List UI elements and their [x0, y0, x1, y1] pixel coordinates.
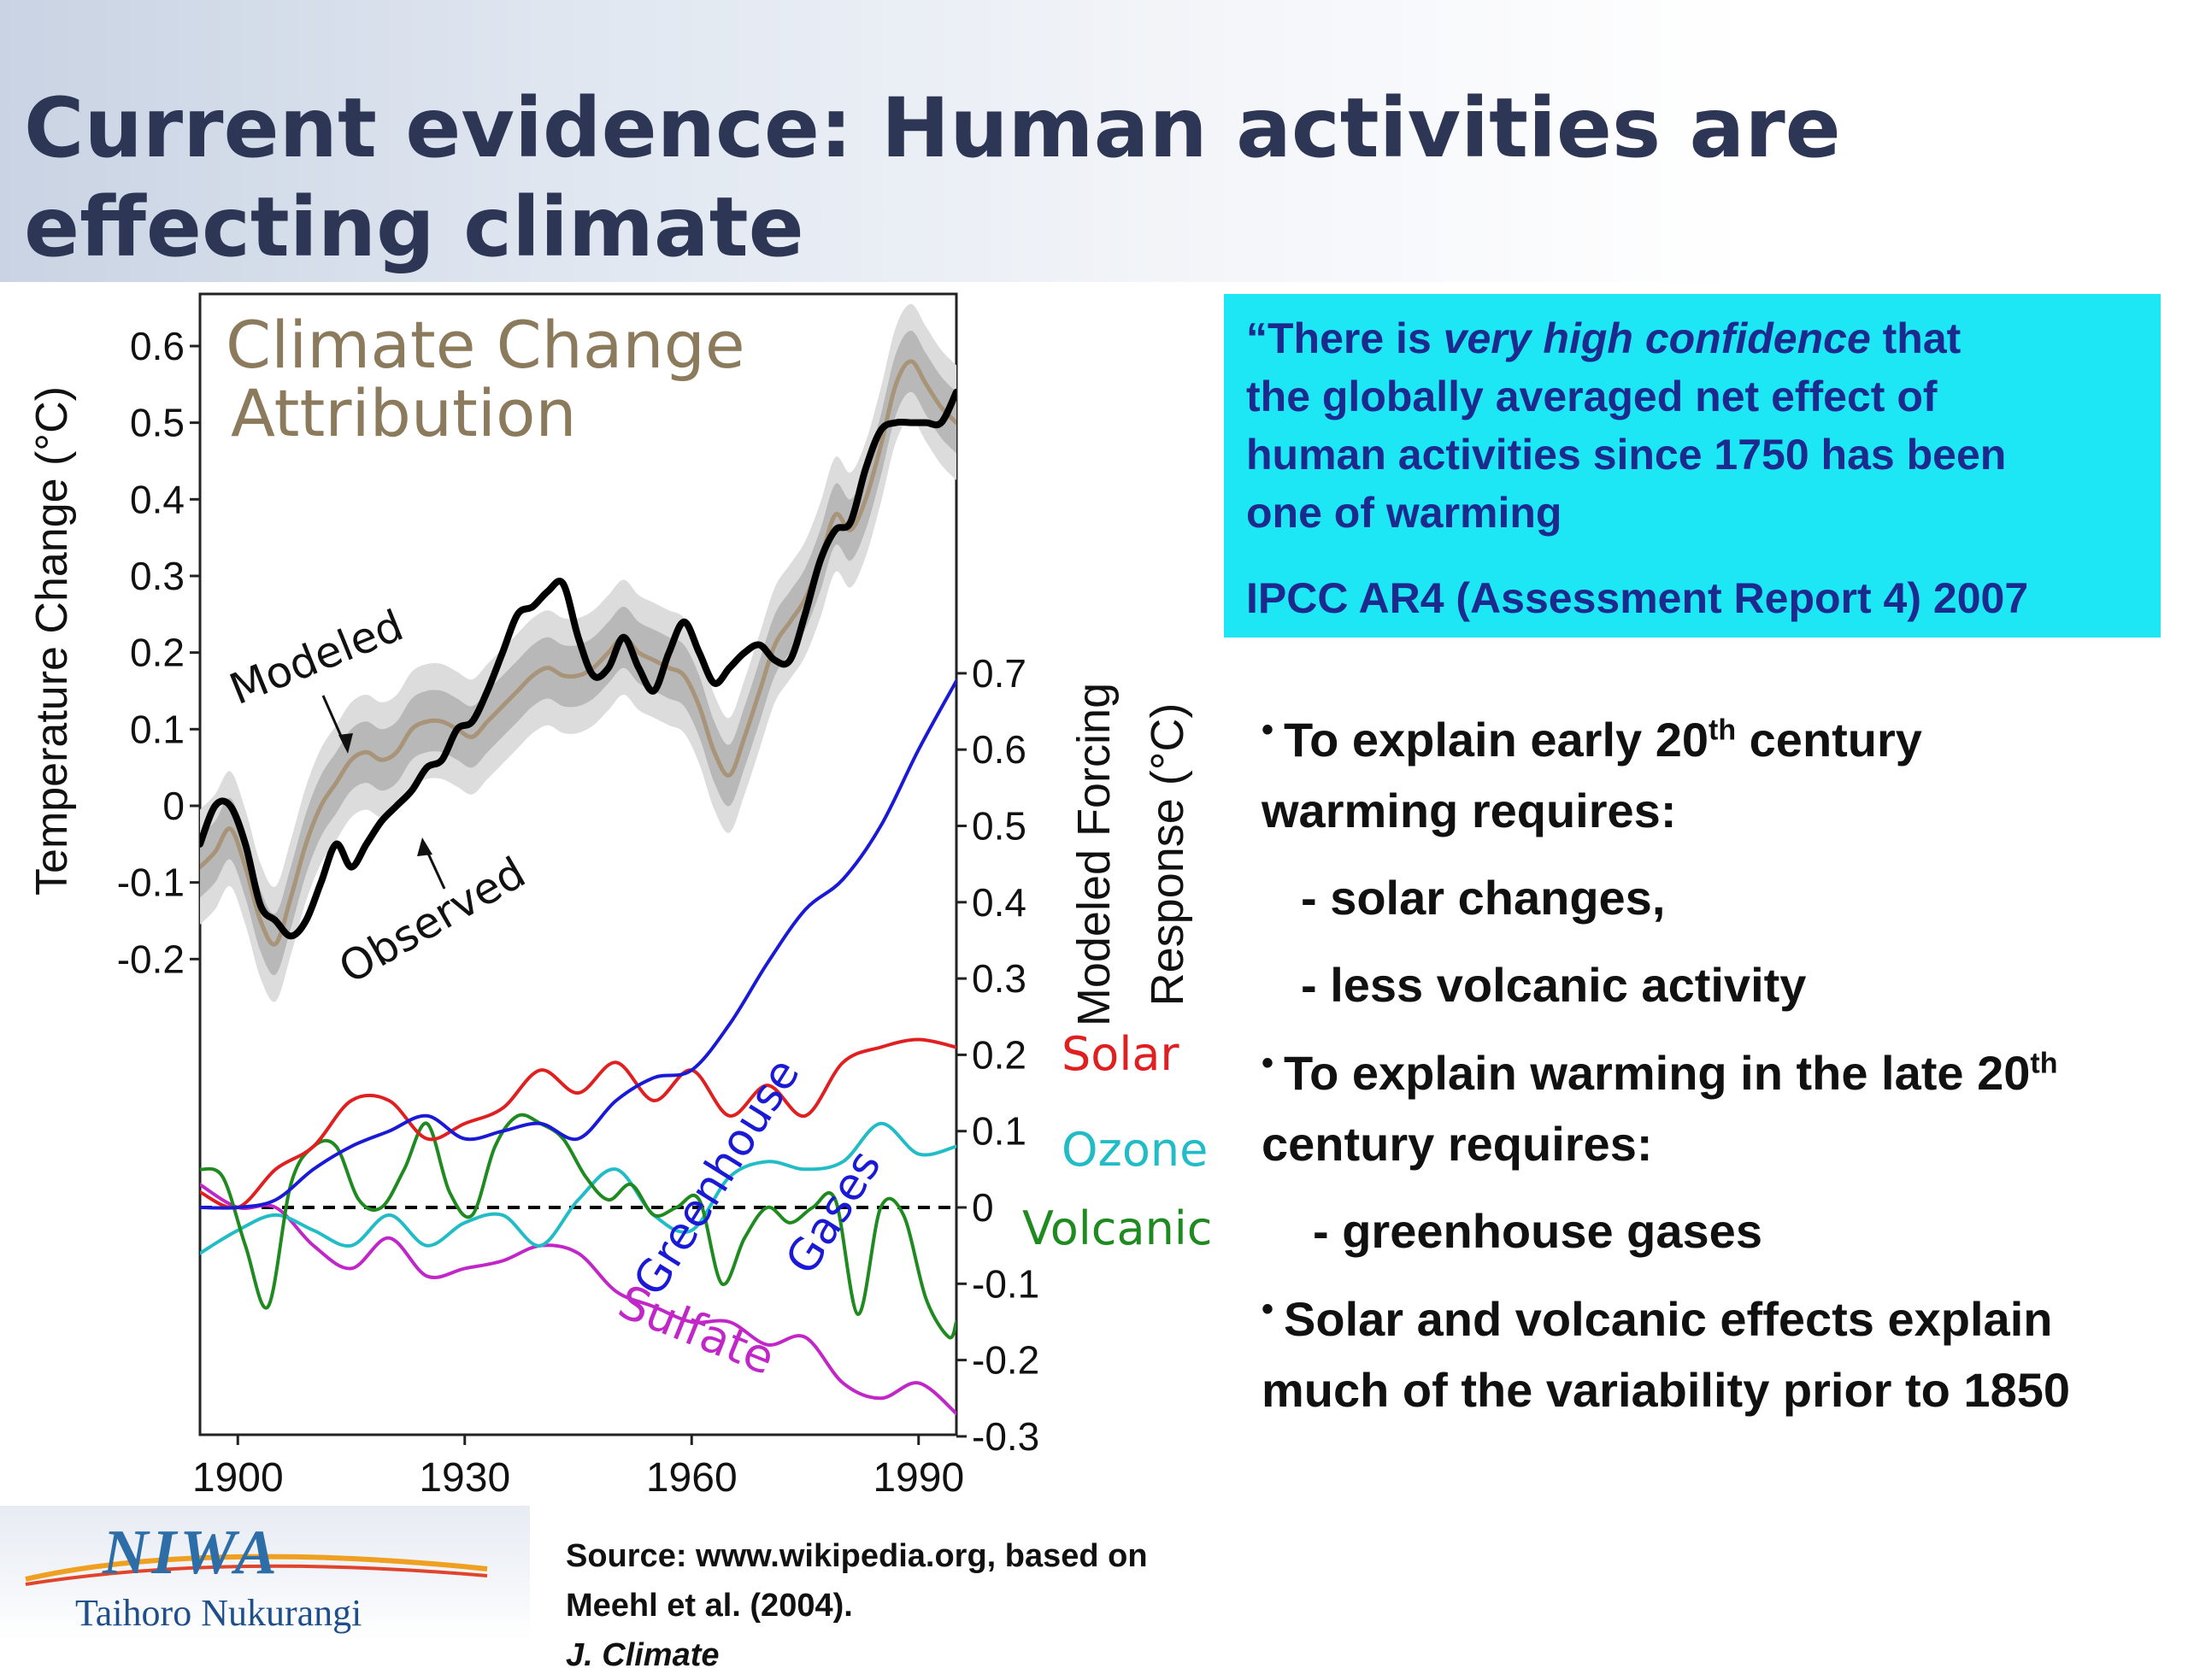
bullet-1-sub-2: - less volcanic activity	[1301, 958, 1807, 1012]
bullet-3-line-2: much of the variability prior to 1850	[1262, 1363, 2071, 1417]
bullet-3-text: Solar and volcanic effects explain	[1284, 1292, 2053, 1346]
source-journal: J. Climate	[566, 1637, 720, 1673]
right-axis-title-line-1: Modeled Forcing	[1068, 683, 1120, 1026]
quote-rest: that	[1870, 314, 1962, 362]
bullet-1-text: To explain early 20	[1284, 713, 1709, 767]
bullet-2-line-1: • To explain warming in the late 20th	[1262, 1044, 2058, 1101]
modeled-arrow-head-icon	[338, 733, 353, 754]
left-axis-tick-label: 0.1	[130, 707, 185, 751]
niwa-logo-subtitle: Taihoro Nukurangi	[75, 1592, 362, 1634]
bullet-1-sub-1: - solar changes,	[1301, 871, 1666, 925]
right-axis-tick-label: -0.2	[972, 1338, 1039, 1383]
left-axis-tick-label: 0.4	[130, 477, 185, 521]
niwa-logo: NIWA	[103, 1518, 280, 1588]
quote-open: “There is	[1246, 314, 1444, 362]
right-axis-tick-label: -0.1	[972, 1261, 1039, 1306]
left-axis-title: Temperature Change (°C)	[27, 386, 77, 896]
modeled-series-line	[200, 359, 956, 947]
quote-emphasis: very high confidence	[1443, 314, 1871, 362]
right-axis-tick-label: 0.5	[972, 804, 1026, 849]
x-axis-tick-label: 1930	[419, 1455, 510, 1501]
left-axis-tick-label: 0.2	[130, 631, 185, 675]
ozone-annotation: Ozone	[1062, 1123, 1208, 1177]
ipcc-quote-box: “There is very high confidence that the …	[1224, 294, 2161, 637]
right-axis-tick-label: 0.7	[972, 651, 1026, 696]
right-axis-tick-label: 0.3	[972, 956, 1026, 1001]
right-axis-tick-label: 0.2	[972, 1032, 1026, 1077]
chart-title-line-1: Climate Change	[226, 307, 745, 383]
quote-line-2: the globally averaged net effect of	[1246, 373, 1938, 420]
solar-series-line	[200, 1037, 956, 1210]
bullet-1-superscript: th	[1709, 714, 1737, 747]
bullet-1-line-2: warming requires:	[1262, 784, 1677, 837]
plot-area	[200, 303, 956, 1416]
bullet-1-line-1: • To explain early 20th century	[1262, 711, 1922, 767]
x-axis-tick-label: 1990	[873, 1455, 964, 1501]
right-axis-title-line-2: Response (°C)	[1142, 703, 1193, 1007]
observed-arrow-head-icon	[417, 837, 432, 856]
attribution-chart: 0.6 0.5 0.4 0.3 0.2 0.1 0 -0.1 -0.2 0.7 0.6 0.5 0.4 0…	[27, 292, 1213, 1501]
source-line-2-text: Meehl et al. (2004).	[566, 1588, 853, 1624]
bullet-3-line-1: • Solar and volcanic effects explain	[1262, 1290, 2052, 1347]
right-axis-tick-label: 0.1	[972, 1109, 1026, 1154]
bullet-2-superscript: th	[2030, 1047, 2058, 1080]
ozone-series-line	[200, 1121, 956, 1255]
left-axis-tick-label: 0	[162, 784, 185, 828]
bullet-icon: •	[1262, 711, 1274, 749]
bullet-1-text-end: century	[1736, 713, 1922, 767]
left-axis-tick-label: 0.6	[130, 324, 185, 368]
bullet-2-sub-1: - greenhouse gases	[1313, 1204, 1762, 1258]
axes-layer: 0.6 0.5 0.4 0.3 0.2 0.1 0 -0.1 -0.2 0.7 0.6 0.5 0.4 0…	[117, 324, 1040, 1501]
bullet-2-text: To explain warming in the late 20	[1284, 1046, 2031, 1100]
greenhouse-gases-series-line	[200, 678, 956, 1210]
source-line-1: Source: www.wikipedia.org, based on	[566, 1538, 1148, 1574]
right-axis-tick-label: 0.6	[972, 727, 1026, 772]
bullet-2-line-2: century requires:	[1262, 1117, 1653, 1171]
quote-line-3: human activities since 1750 has been	[1246, 431, 2007, 479]
left-axis-tick-label: -0.2	[117, 937, 185, 981]
left-axis-tick-label: -0.1	[117, 861, 185, 905]
modeled-uncertainty-inner-band	[200, 331, 956, 976]
source-line-2: Meehl et al. (2004). J. Climate	[566, 1581, 1335, 1680]
right-axis-tick-label: -0.3	[972, 1414, 1039, 1459]
right-axis-tick-label: 0.4	[972, 880, 1026, 925]
title-band-background	[0, 0, 2188, 282]
annotation-layer: Temperature Change (°C) Modeled Forcing Re…	[27, 307, 1213, 1385]
slide-title-line-1: Current evidence: Human activities are	[24, 80, 1841, 176]
observed-series-line	[200, 388, 956, 940]
slide-title: Current evidence: Human activities are e…	[24, 79, 1990, 277]
x-axis-tick-label: 1960	[646, 1455, 738, 1501]
left-axis-tick-label: 0.3	[130, 554, 185, 598]
slide-title-line-2: effecting climate	[24, 179, 804, 275]
bullet-icon: •	[1262, 1290, 1274, 1328]
niwa-swoosh-icon	[25, 1554, 488, 1586]
x-axis-tick-label: 1900	[192, 1455, 284, 1501]
quote-line-4: one of warming	[1246, 489, 1562, 537]
sulfate-series-line	[200, 1183, 956, 1416]
chart-title-line-2: Attribution	[231, 375, 577, 451]
volcanic-annotation: Volcanic	[1022, 1201, 1213, 1255]
solar-annotation: Solar	[1062, 1027, 1179, 1081]
bullet-icon: •	[1262, 1044, 1274, 1082]
right-axis-tick-label: 0	[972, 1185, 994, 1230]
left-axis-tick-label: 0.5	[130, 401, 185, 445]
source-citation: Source: www.wikipedia.org, based on Meeh…	[566, 1531, 1335, 1680]
quote-citation: IPCC AR4 (Assessment Report 4) 2007	[1246, 574, 2029, 622]
